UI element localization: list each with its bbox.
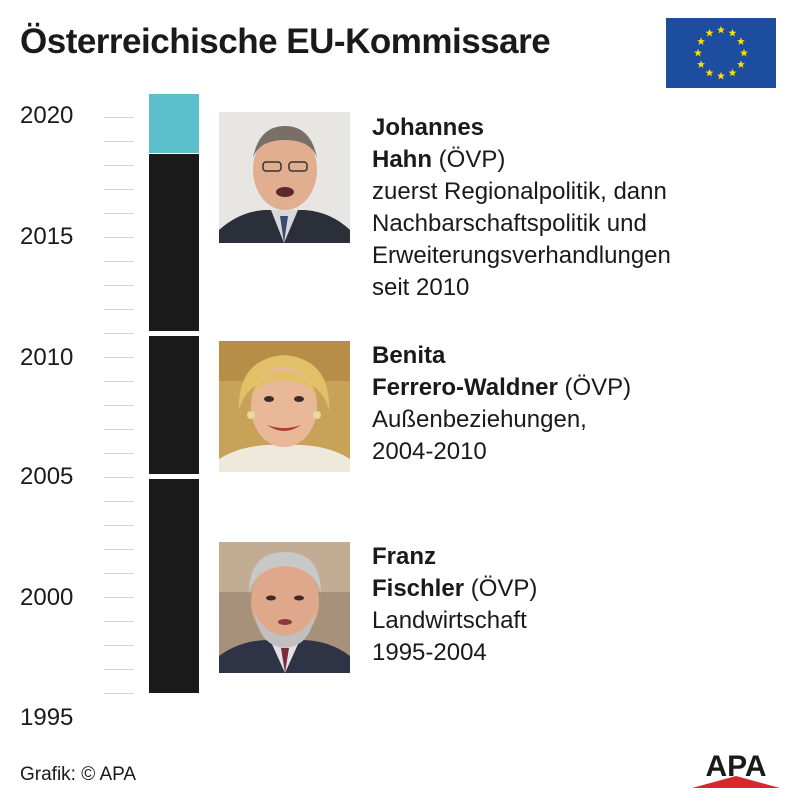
first-name: Franz — [372, 543, 437, 570]
year-label-1995: 1995 — [20, 704, 74, 731]
year-tick — [104, 189, 134, 190]
bar-ferrero-waldner — [149, 336, 199, 474]
year-tick — [104, 405, 134, 406]
page-title: Österreichische EU-Kommissare — [20, 22, 551, 61]
year-tick — [104, 381, 134, 382]
bar-hahn — [149, 154, 199, 331]
year-tick — [104, 501, 134, 502]
year-tick — [104, 597, 134, 598]
year-tick — [104, 621, 134, 622]
year-tick — [104, 117, 134, 118]
year-tick — [104, 453, 134, 454]
year-tick — [104, 645, 134, 646]
apa-logo: APA — [692, 750, 780, 788]
year-tick — [104, 333, 134, 334]
description-line: seit 2010 — [372, 274, 470, 301]
year-label-2010: 2010 — [20, 344, 74, 371]
year-label-2005: 2005 — [20, 463, 74, 490]
bar-fischler — [149, 479, 199, 693]
year-tick — [104, 549, 134, 550]
description-line: Landwirtschaft — [372, 607, 527, 634]
photo-hahn — [219, 112, 350, 243]
last-name: Hahn — [372, 146, 432, 173]
eu-star-icon — [717, 25, 725, 34]
first-name: Johannes — [372, 114, 485, 141]
description-line: 2004-2010 — [372, 438, 487, 465]
year-label-2015: 2015 — [20, 223, 74, 250]
year-tick — [104, 237, 134, 238]
description-line: 1995-2004 — [372, 639, 487, 666]
year-tick — [104, 477, 134, 478]
first-name: Benita — [372, 342, 446, 369]
party: (ÖVP) — [464, 575, 538, 602]
year-tick — [104, 285, 134, 286]
year-tick — [104, 309, 134, 310]
commissioner-fischler: Franz Fischler (ÖVP) Landwirtschaft 1995… — [372, 541, 537, 669]
year-label-2000: 2000 — [20, 584, 74, 611]
commissioner-hahn: Johannes Hahn (ÖVP) zuerst Regionalpolit… — [372, 112, 671, 304]
eu-star-icon — [697, 60, 706, 68]
description-line: Außenbeziehungen, — [372, 406, 587, 433]
eu-star-icon — [736, 60, 745, 68]
eu-star-icon — [697, 37, 706, 45]
year-tick — [104, 141, 134, 142]
description-line: zuerst Regionalpolitik, dann — [372, 178, 667, 205]
year-tick — [104, 261, 134, 262]
last-name: Fischler — [372, 575, 465, 602]
year-tick — [104, 357, 134, 358]
year-tick — [104, 573, 134, 574]
last-name: Ferrero-Waldner — [372, 374, 558, 401]
eu-star-icon — [717, 71, 725, 80]
year-tick — [104, 165, 134, 166]
eu-star-icon — [740, 48, 748, 57]
party: (ÖVP) — [557, 374, 632, 401]
year-tick — [104, 693, 134, 694]
eu-star-icon — [694, 48, 702, 57]
party: (ÖVP) — [432, 146, 506, 173]
commissioner-ferrero-waldner: Benita Ferrero-Waldner (ÖVP) Außenbezieh… — [372, 340, 631, 468]
eu-star-icon — [728, 68, 737, 77]
photo-ferrero-waldner — [219, 341, 350, 472]
description-line: Nachbarschaftspolitik und — [372, 210, 647, 237]
eu-star-icon — [705, 28, 714, 37]
description-line: Erweiterungsverhandlungen — [372, 242, 671, 269]
eu-star-icon — [728, 28, 737, 37]
eu-star-icon — [736, 37, 745, 45]
bar-current-term — [149, 94, 199, 153]
year-tick — [104, 429, 134, 430]
eu-flag-icon — [666, 18, 776, 88]
year-label-2020: 2020 — [20, 102, 74, 129]
year-tick — [104, 669, 134, 670]
year-tick — [104, 525, 134, 526]
credit-text: Grafik: © APA — [20, 764, 137, 785]
eu-star-icon — [705, 68, 714, 77]
photo-fischler — [219, 542, 350, 673]
year-tick — [104, 213, 134, 214]
